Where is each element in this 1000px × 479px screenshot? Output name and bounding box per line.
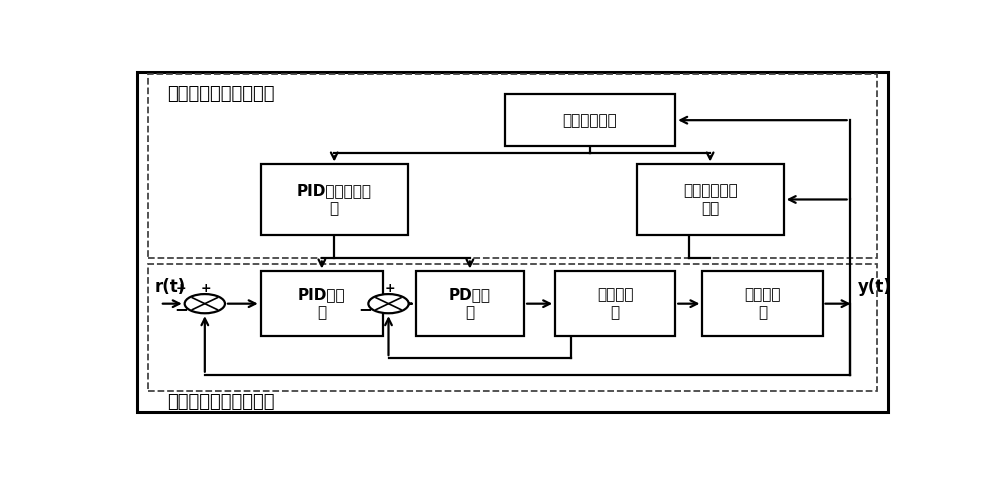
- FancyBboxPatch shape: [555, 272, 675, 336]
- Text: +: +: [201, 283, 212, 296]
- Circle shape: [185, 294, 225, 313]
- Text: 预测优化模块: 预测优化模块: [563, 113, 617, 128]
- FancyBboxPatch shape: [702, 272, 822, 336]
- FancyBboxPatch shape: [148, 264, 877, 391]
- Text: 末级过热
器: 末级过热 器: [744, 287, 781, 320]
- FancyBboxPatch shape: [637, 164, 784, 235]
- Text: PD控制
器: PD控制 器: [449, 287, 491, 320]
- FancyBboxPatch shape: [148, 74, 877, 259]
- Text: PID参数整定模
块: PID参数整定模 块: [297, 183, 372, 216]
- Text: y(t): y(t): [857, 278, 891, 297]
- Text: +: +: [175, 283, 186, 296]
- FancyBboxPatch shape: [416, 272, 524, 336]
- Text: 喷水减温
器: 喷水减温 器: [597, 287, 633, 320]
- FancyBboxPatch shape: [505, 94, 675, 146]
- FancyBboxPatch shape: [261, 164, 408, 235]
- Text: +: +: [385, 283, 395, 296]
- Text: −: −: [358, 300, 372, 318]
- Text: 模型参数辨识
模块: 模型参数辨识 模块: [683, 183, 738, 216]
- Text: 上层回路：指导优化层: 上层回路：指导优化层: [168, 85, 275, 103]
- Circle shape: [368, 294, 409, 313]
- Text: PID控制
器: PID控制 器: [298, 287, 346, 320]
- FancyBboxPatch shape: [137, 72, 888, 411]
- Text: 底层回路：直接控制层: 底层回路：直接控制层: [168, 393, 275, 411]
- FancyBboxPatch shape: [261, 272, 383, 336]
- Text: r(t): r(t): [154, 278, 186, 297]
- Text: −: −: [175, 300, 189, 318]
